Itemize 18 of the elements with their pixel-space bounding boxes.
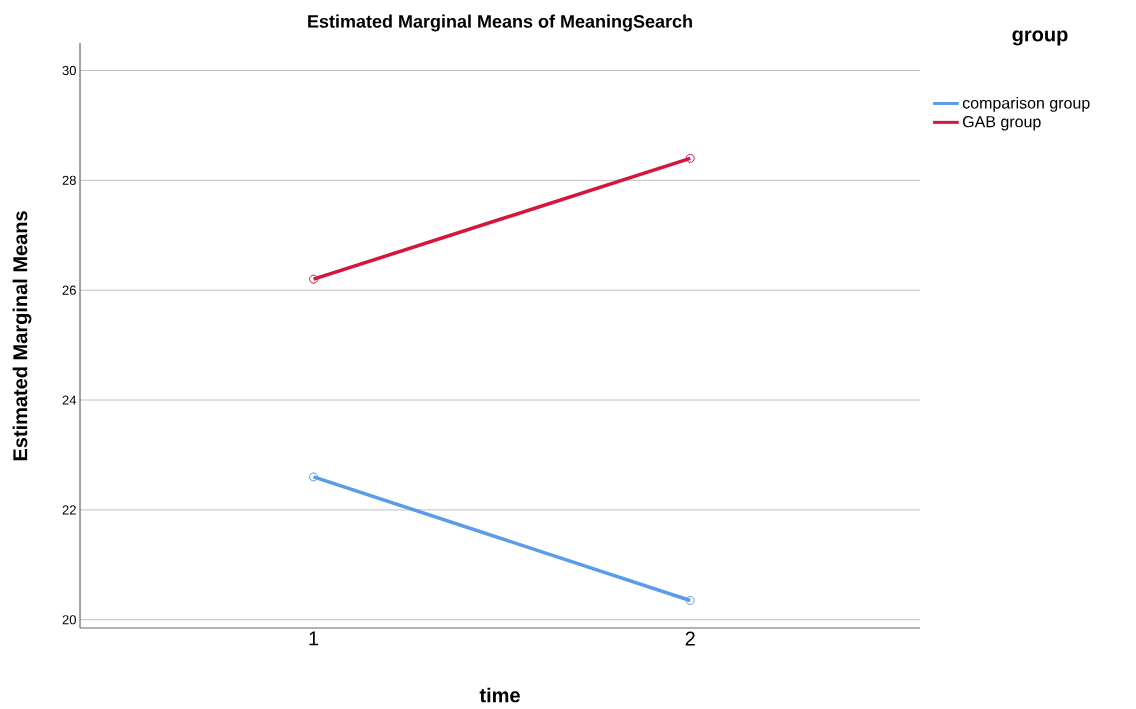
y-axis-title: Estimated Marginal Means	[12, 211, 32, 461]
x-axis-title: time	[479, 687, 520, 703]
legend-label: GAB group	[963, 116, 1041, 131]
legend-label: comparison group	[962, 96, 1090, 112]
x-tick-label: 2	[685, 631, 695, 646]
legend-title: group	[1012, 30, 1068, 46]
y-tick-label: 30	[62, 65, 76, 76]
y-tick-label: 28	[62, 175, 76, 185]
point	[309, 274, 319, 284]
y-tick-label: 26	[62, 285, 76, 295]
y-tick-label: 24	[62, 395, 77, 405]
point	[685, 153, 695, 163]
chart-title: Estimated Marginal Means of MeaningSearch	[308, 14, 692, 32]
y-tick-label: 20	[62, 615, 76, 625]
point	[309, 472, 319, 482]
point	[685, 596, 695, 606]
x-tick-label: 1	[309, 631, 319, 646]
y-tick-label: 22	[62, 505, 76, 515]
